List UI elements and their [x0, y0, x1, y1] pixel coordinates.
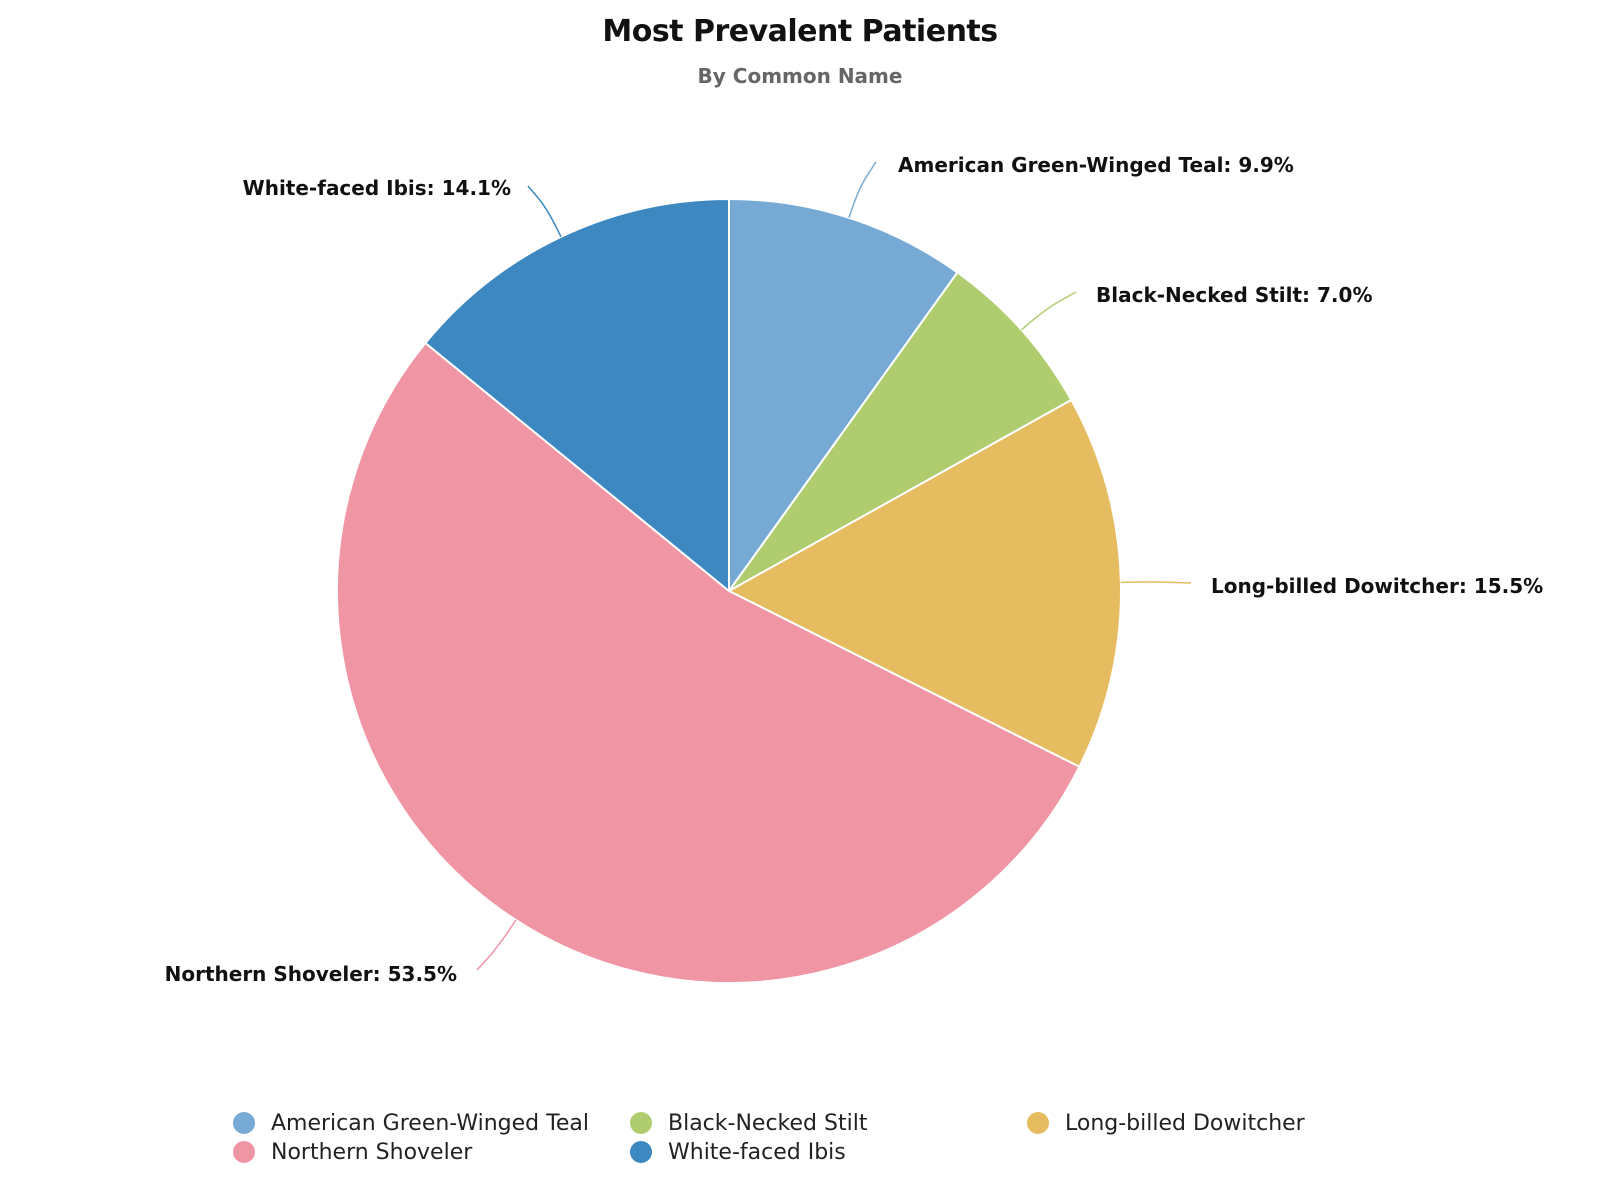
chart-legend: American Green-Winged Teal Black-Necked S…: [233, 1110, 1433, 1165]
slice-connector-long-billed-dowitcher: [1120, 581, 1192, 584]
legend-item-white-faced-ibis[interactable]: White-faced Ibis: [630, 1139, 1027, 1165]
legend-label: White-faced Ibis: [668, 1139, 846, 1165]
slice-connector-white-faced-ibis: [527, 185, 562, 238]
slice-label-northern-shoveler: Northern Shoveler: 53.5%: [165, 962, 457, 986]
legend-marker: [233, 1112, 255, 1134]
legend-item-long-billed-dowitcher[interactable]: Long-billed Dowitcher: [1027, 1110, 1424, 1136]
slice-connector-american-green-winged-teal: [848, 161, 877, 219]
pie-slice-american-green-winged-teal[interactable]: [728, 198, 959, 592]
legend-marker: [233, 1141, 255, 1163]
slices-layer: [336, 198, 1122, 984]
slice-label-american-green-winged-teal: American Green-Winged Teal: 9.9%: [898, 153, 1294, 177]
labels-layer: American Green-Winged Teal: 9.9% Black-Ne…: [165, 153, 1544, 986]
legend-label: Black-Necked Stilt: [668, 1110, 868, 1136]
legend-item-american-green-winged-teal[interactable]: American Green-Winged Teal: [233, 1110, 630, 1136]
legend-marker: [630, 1141, 652, 1163]
slice-connector-northern-shoveler: [476, 919, 517, 971]
connectors-layer: [476, 161, 1192, 971]
slice-connector-black-necked-stilt: [1020, 291, 1077, 331]
legend-label: Long-billed Dowitcher: [1065, 1110, 1305, 1136]
legend-label: American Green-Winged Teal: [271, 1110, 589, 1136]
pie-slice-black-necked-stilt[interactable]: [728, 271, 1073, 592]
chart-subtitle: By Common Name: [697, 64, 903, 88]
legend-item-northern-shoveler[interactable]: Northern Shoveler: [233, 1139, 630, 1165]
chart-title: Most Prevalent Patients: [602, 14, 998, 49]
pie-plot-area: American Green-Winged Teal: 9.9% Black-Ne…: [165, 153, 1544, 986]
slice-label-white-faced-ibis: White-faced Ibis: 14.1%: [243, 176, 511, 200]
slice-label-long-billed-dowitcher: Long-billed Dowitcher: 15.5%: [1211, 574, 1543, 598]
legend-marker: [1027, 1112, 1049, 1134]
pie-slice-northern-shoveler[interactable]: [336, 342, 1081, 984]
legend-item-black-necked-stilt[interactable]: Black-Necked Stilt: [630, 1110, 1027, 1136]
slice-label-black-necked-stilt: Black-Necked Stilt: 7.0%: [1096, 283, 1372, 307]
legend-label: Northern Shoveler: [271, 1139, 473, 1165]
legend-marker: [630, 1112, 652, 1134]
pie-slice-white-faced-ibis[interactable]: [424, 198, 730, 592]
